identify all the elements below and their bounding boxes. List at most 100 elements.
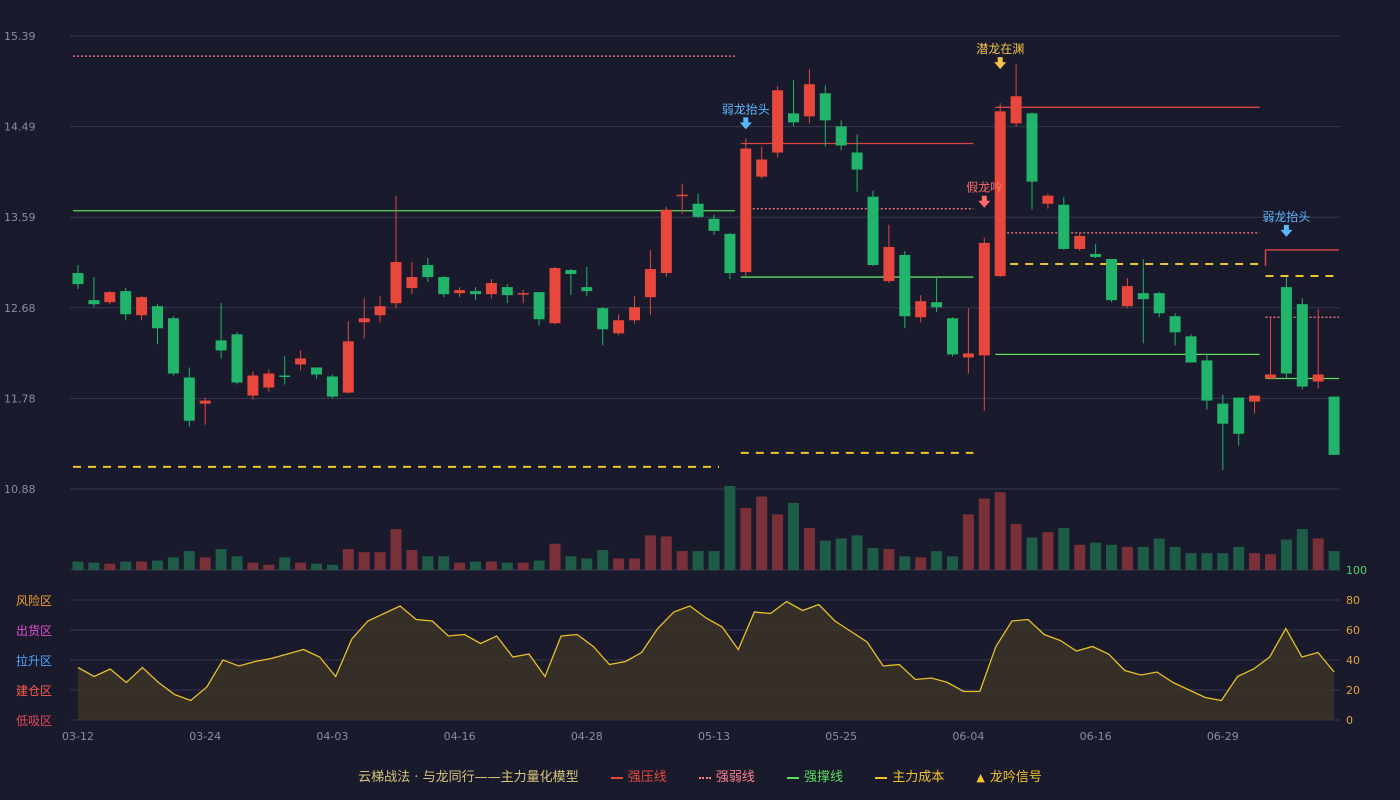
candle-body (1249, 395, 1261, 402)
volume-bar (756, 496, 768, 570)
date-tick-label: 05-25 (825, 730, 857, 743)
candle-body (1233, 397, 1245, 434)
candle-body (692, 203, 704, 217)
signal-arrow-icon (978, 195, 991, 208)
signal-arrow-icon (1280, 224, 1293, 237)
candle-body (1121, 286, 1133, 307)
candle-body (358, 318, 370, 323)
volume-bar (1280, 539, 1292, 570)
legend-item-strong[interactable]: 强压线 (610, 766, 667, 785)
candle-body (565, 270, 577, 275)
volume-bar (883, 549, 895, 570)
volume-bar (390, 529, 402, 570)
candle-body (1137, 293, 1149, 300)
volume-bar (326, 564, 338, 570)
date-tick-label: 06-04 (952, 730, 984, 743)
legend-support-label: 强撑线 (804, 770, 844, 785)
volume-bar (1249, 553, 1261, 570)
volume-bar (1233, 546, 1245, 570)
axis-labels: 15.39 14.49 13.59 12.68 11.78 10.88 100 80 60 40 2… (4, 30, 1367, 743)
price-tick-label: 13.59 (4, 211, 36, 224)
candle-body (708, 218, 720, 231)
volume-bar (104, 563, 116, 570)
candlesticks (72, 64, 1340, 470)
candle-body (136, 297, 148, 316)
volume-bar (1090, 542, 1102, 570)
candle-body (167, 318, 179, 374)
volume-bar (406, 550, 418, 570)
date-tick-label: 04-28 (571, 730, 603, 743)
candle-body (88, 300, 100, 305)
volume-bar (295, 562, 307, 570)
volume-bar (517, 562, 529, 570)
volume-bar (629, 558, 640, 570)
candle-body (1010, 96, 1022, 124)
candle-body (295, 358, 307, 365)
volume-bar (835, 538, 847, 570)
candle-body (1074, 235, 1086, 249)
legend-item-support[interactable]: 强撑线 (787, 766, 843, 785)
volume-bar (644, 535, 656, 570)
candle-body (1169, 316, 1181, 333)
signal-arrow-icon (994, 57, 1007, 70)
legend-item-signal[interactable]: ▲ 龙吟信号 (976, 766, 1041, 785)
price-tick-label: 12.68 (4, 302, 36, 315)
zone-label: 出货区 (16, 623, 52, 638)
candle-body (152, 306, 163, 329)
volume-bar (183, 551, 195, 570)
date-tick-label: 03-12 (62, 730, 94, 743)
signal-label: 弱龙抬头 (722, 102, 770, 116)
candle-body (501, 287, 513, 296)
candle-body (263, 373, 275, 388)
score-panel (77, 600, 1335, 720)
volume-bar (1328, 551, 1340, 570)
zone-label: 风险区 (16, 593, 52, 608)
volume-bar (772, 514, 784, 570)
candle-body (867, 196, 879, 266)
candle-body (199, 400, 211, 404)
volume-bar (120, 561, 132, 570)
candle-body (1090, 253, 1102, 257)
volume-bar (1217, 553, 1229, 570)
candle-body (231, 334, 243, 383)
candle-body (978, 242, 990, 356)
candle-body (517, 293, 529, 295)
volume-bar (851, 535, 863, 570)
candle-body (1185, 336, 1197, 363)
candle-body (676, 194, 688, 197)
candle-body (1312, 374, 1324, 382)
legend-item-weak[interactable]: 强弱线 (698, 766, 755, 785)
zone-label: 低吸区 (16, 714, 52, 728)
candle-body (740, 148, 752, 273)
candle-body (803, 84, 815, 117)
volume-bar (311, 563, 322, 570)
volume-bar (1137, 546, 1149, 570)
volume-bar (915, 557, 927, 570)
candle-body (660, 209, 672, 274)
volume-bar (724, 486, 736, 570)
candle-body (470, 291, 481, 295)
candle-body (1106, 258, 1117, 301)
volume-bar (374, 552, 386, 570)
candle-body (994, 111, 1006, 277)
legend-cost-label: 主力成本 (892, 770, 945, 785)
candle-body (247, 375, 259, 396)
volume-bar (899, 556, 911, 570)
volume-bar (199, 557, 211, 570)
score-tick-label: 20 (1346, 684, 1360, 697)
date-tick-label: 05-13 (698, 730, 730, 743)
volume-bar (1106, 544, 1117, 570)
score-line (77, 600, 1335, 702)
volume-bar (501, 562, 513, 570)
candle-body (1265, 374, 1276, 379)
score-tick-label: 40 (1346, 654, 1360, 667)
legend-item-cost[interactable]: 主力成本 (875, 766, 944, 785)
candle-body (215, 340, 227, 351)
volume-bar (931, 551, 943, 570)
candle-body (374, 306, 386, 316)
volume-bar (438, 556, 450, 570)
legend-title: 云梯战法 · 与龙同行——主力量化模型 (358, 770, 579, 785)
score-area (78, 601, 1335, 720)
price-tick-label: 14.49 (4, 121, 36, 134)
